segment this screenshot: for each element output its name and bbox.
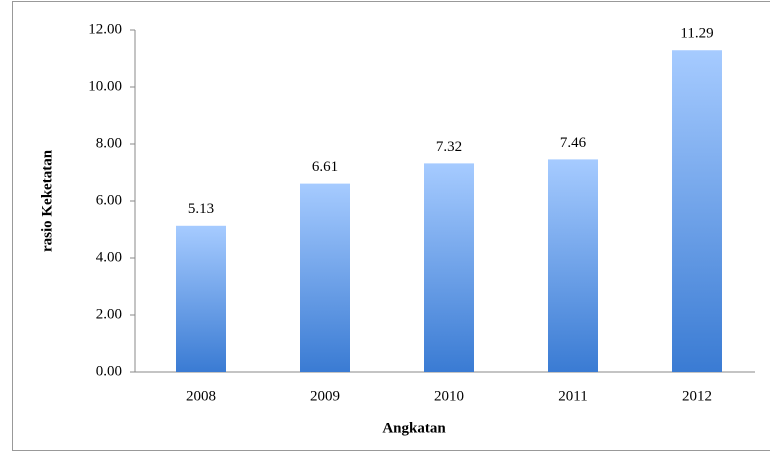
x-tick-label: 2012 bbox=[682, 388, 712, 404]
y-tick-label: 4.00 bbox=[96, 249, 122, 265]
bar bbox=[672, 50, 722, 373]
bar bbox=[548, 159, 598, 372]
data-label: 7.32 bbox=[436, 139, 462, 155]
y-tick-label: 0.00 bbox=[96, 363, 122, 379]
data-label: 5.13 bbox=[188, 201, 214, 217]
chart-border bbox=[12, 1, 770, 451]
y-axis-label: rasio Keketatan bbox=[39, 149, 55, 252]
x-tick-label: 2011 bbox=[558, 388, 587, 404]
bar bbox=[176, 225, 226, 372]
bar bbox=[300, 183, 350, 372]
data-label: 11.29 bbox=[680, 26, 713, 42]
y-tick-label: 6.00 bbox=[96, 192, 122, 208]
x-tick-label: 2008 bbox=[186, 388, 216, 404]
y-tick-label: 12.00 bbox=[88, 21, 122, 37]
x-tick-label: 2010 bbox=[434, 388, 464, 404]
bar bbox=[424, 163, 474, 372]
data-label: 6.61 bbox=[312, 159, 338, 175]
y-tick-label: 8.00 bbox=[96, 135, 122, 151]
data-label: 7.46 bbox=[560, 135, 587, 151]
y-tick-label: 2.00 bbox=[96, 306, 122, 322]
y-tick-label: 10.00 bbox=[88, 78, 122, 94]
x-axis-label: Angkatan bbox=[382, 420, 446, 436]
x-tick-label: 2009 bbox=[310, 388, 340, 404]
